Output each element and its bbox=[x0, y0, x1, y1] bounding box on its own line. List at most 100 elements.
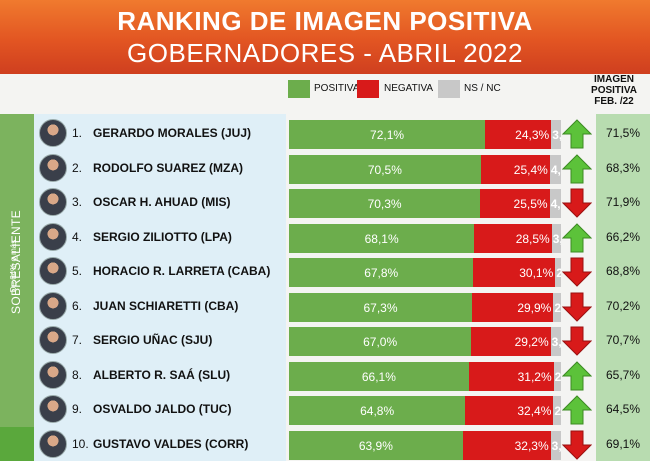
bar-negative: 29,2% bbox=[471, 327, 551, 356]
governor-photo bbox=[39, 291, 67, 320]
bar-negative-label: 30,1% bbox=[519, 266, 554, 280]
bar-positive: 64,8% bbox=[289, 396, 466, 425]
bar-negative: 24,3% bbox=[485, 120, 552, 149]
bar-negative: 32,3% bbox=[462, 430, 551, 460]
rank-number: 8. bbox=[72, 367, 83, 382]
governor-photo bbox=[39, 360, 67, 389]
previous-value: 71,5% bbox=[605, 126, 641, 140]
bar-nsnc: 2,8 bbox=[553, 292, 561, 322]
governor-name: OSCAR H. AHUAD (MIS) bbox=[93, 195, 231, 209]
bar-nsnc-label: 3,8 bbox=[551, 438, 561, 453]
ranking-row: 5. HORACIO R. LARRETA (CABA) 67,8% 30,1%2,1… bbox=[0, 254, 650, 288]
bar-negative-label: 29,2% bbox=[514, 335, 549, 349]
bar-negative-label: 29,9% bbox=[517, 300, 552, 315]
ranking-row: 4. SERGIO ZILIOTTO (LPA) 68,1% 28,5%3,4 66,2… bbox=[0, 220, 650, 254]
previous-value: 68,8% bbox=[605, 264, 641, 278]
ranking-row: 6. JUAN SCHIARETTI (CBA) 67,3% 29,9%2,8 70,2… bbox=[0, 289, 650, 323]
bar-nsnc-label: 4,1 bbox=[550, 162, 561, 177]
previous-value: 71,9% bbox=[605, 195, 641, 209]
bar-positive-label: 67,8% bbox=[364, 266, 399, 280]
category-panel-lower bbox=[0, 427, 34, 461]
bar-positive-label: 64,8% bbox=[360, 404, 395, 418]
chart-header: RANKING DE IMAGEN POSITIVA GOBERNADORES … bbox=[0, 0, 650, 74]
rank-number: 9. bbox=[72, 402, 83, 416]
trend-up-arrow-icon bbox=[562, 153, 592, 183]
bar-positive-label: 70,3% bbox=[367, 197, 402, 211]
governor-photo bbox=[39, 119, 67, 147]
ranking-row: 3. OSCAR H. AHUAD (MIS) 70,3% 25,5%4,2 71,9% bbox=[0, 185, 650, 219]
names-background-lower bbox=[34, 427, 286, 461]
governor-name: GERARDO MORALES (JUJ) bbox=[93, 126, 252, 140]
ranking-row: 1. GERARDO MORALES (JUJ) 72,1% 24,3%3,6 71,5… bbox=[0, 116, 650, 150]
ranking-row: 10. GUSTAVO VALDES (CORR) 63,9% 32,3%3,8 69,… bbox=[0, 427, 650, 461]
ranking-row: 9. OSVALDO JALDO (TUC) 64,8% 32,4%2,8 64,5% bbox=[0, 392, 650, 426]
bar-positive-label: 67,0% bbox=[363, 335, 398, 349]
governor-photo bbox=[39, 188, 67, 216]
rank-number: 6. bbox=[72, 298, 83, 313]
trend-up-arrow-icon bbox=[562, 222, 592, 252]
bar-nsnc-label: 2,7 bbox=[554, 369, 561, 384]
bar-positive: 67,8% bbox=[289, 258, 474, 287]
category-panel: SOBRESALIENTE De 64% o más bbox=[0, 114, 34, 427]
governor-photo bbox=[39, 257, 67, 285]
previous-value: 66,2% bbox=[605, 229, 641, 244]
previous-header-line1: IMAGEN bbox=[594, 74, 634, 85]
legend-label-positive: POSITIVA bbox=[314, 83, 360, 94]
governor-photo bbox=[39, 326, 67, 354]
bar-positive: 70,3% bbox=[289, 189, 481, 218]
legend-label-nsnc: NS / NC bbox=[464, 83, 501, 94]
rank-number: 3. bbox=[72, 195, 83, 209]
rank-number: 4. bbox=[72, 229, 83, 244]
governor-photo bbox=[39, 222, 67, 251]
legend-swatch-negative bbox=[357, 80, 379, 98]
trend-down-arrow-icon bbox=[562, 188, 592, 218]
governor-name: ALBERTO R. SAÁ (SLU) bbox=[93, 367, 231, 382]
legend-swatch-nsnc bbox=[438, 80, 460, 98]
bar-nsnc-label: 2,8 bbox=[554, 404, 561, 418]
rank-number: 1. bbox=[72, 126, 83, 140]
bar-positive-label: 70,5% bbox=[367, 162, 402, 177]
bar-positive: 68,1% bbox=[289, 223, 475, 253]
bar-negative-label: 25,4% bbox=[513, 162, 548, 177]
bar-nsnc-label: 2,1 bbox=[556, 266, 561, 280]
bar-positive: 67,3% bbox=[289, 292, 473, 322]
bar-negative-label: 25,5% bbox=[513, 197, 548, 211]
governor-name: SERGIO ZILIOTTO (LPA) bbox=[93, 229, 232, 244]
bar-negative: 25,5% bbox=[480, 189, 550, 218]
governor-name: SERGIO UÑAC (SJU) bbox=[93, 333, 213, 347]
bar-nsnc-label: 3,8 bbox=[551, 335, 561, 349]
bar-positive-label: 68,1% bbox=[364, 231, 399, 246]
bar-nsnc: 3,8 bbox=[550, 430, 561, 460]
previous-header-line2: POSITIVA bbox=[591, 85, 637, 96]
governor-name: HORACIO R. LARRETA (CABA) bbox=[93, 264, 271, 278]
governor-photo bbox=[39, 153, 67, 182]
bar-nsnc: 3,4 bbox=[551, 223, 561, 253]
governor-name: JUAN SCHIARETTI (CBA) bbox=[93, 298, 239, 313]
trend-down-arrow-icon bbox=[562, 257, 592, 287]
previous-header-line3: FEB. /22 bbox=[594, 96, 634, 107]
trend-down-arrow-icon bbox=[562, 292, 592, 322]
previous-value: 68,3% bbox=[605, 160, 641, 175]
bar-negative: 30,1% bbox=[473, 258, 556, 287]
previous-value: 70,2% bbox=[605, 298, 641, 313]
trend-up-arrow-icon bbox=[562, 360, 592, 390]
trend-down-arrow-icon bbox=[562, 326, 592, 356]
bar-negative: 29,9% bbox=[472, 292, 554, 322]
bar-negative: 25,4% bbox=[480, 154, 550, 184]
bar-positive: 70,5% bbox=[289, 154, 481, 184]
bar-positive-label: 63,9% bbox=[358, 438, 393, 453]
governor-name: GUSTAVO VALDES (CORR) bbox=[93, 436, 249, 451]
previous-column-header: IMAGEN POSITIVA FEB. /22 bbox=[578, 74, 650, 112]
trend-down-arrow-icon bbox=[562, 430, 592, 460]
governor-name: OSVALDO JALDO (TUC) bbox=[93, 402, 232, 416]
trend-up-arrow-icon bbox=[562, 395, 592, 425]
previous-value: 64,5% bbox=[605, 402, 641, 416]
rank-number: 2. bbox=[72, 160, 83, 175]
bar-negative-label: 32,3% bbox=[514, 438, 549, 453]
bar-nsnc: 4,2 bbox=[549, 189, 561, 218]
bar-nsnc-label: 2,8 bbox=[554, 300, 561, 315]
chart-title: RANKING DE IMAGEN POSITIVA bbox=[117, 6, 533, 36]
names-background bbox=[34, 114, 286, 427]
chart-subtitle: GOBERNADORES - ABRIL 2022 bbox=[127, 38, 523, 68]
rank-number: 10. bbox=[72, 436, 89, 451]
